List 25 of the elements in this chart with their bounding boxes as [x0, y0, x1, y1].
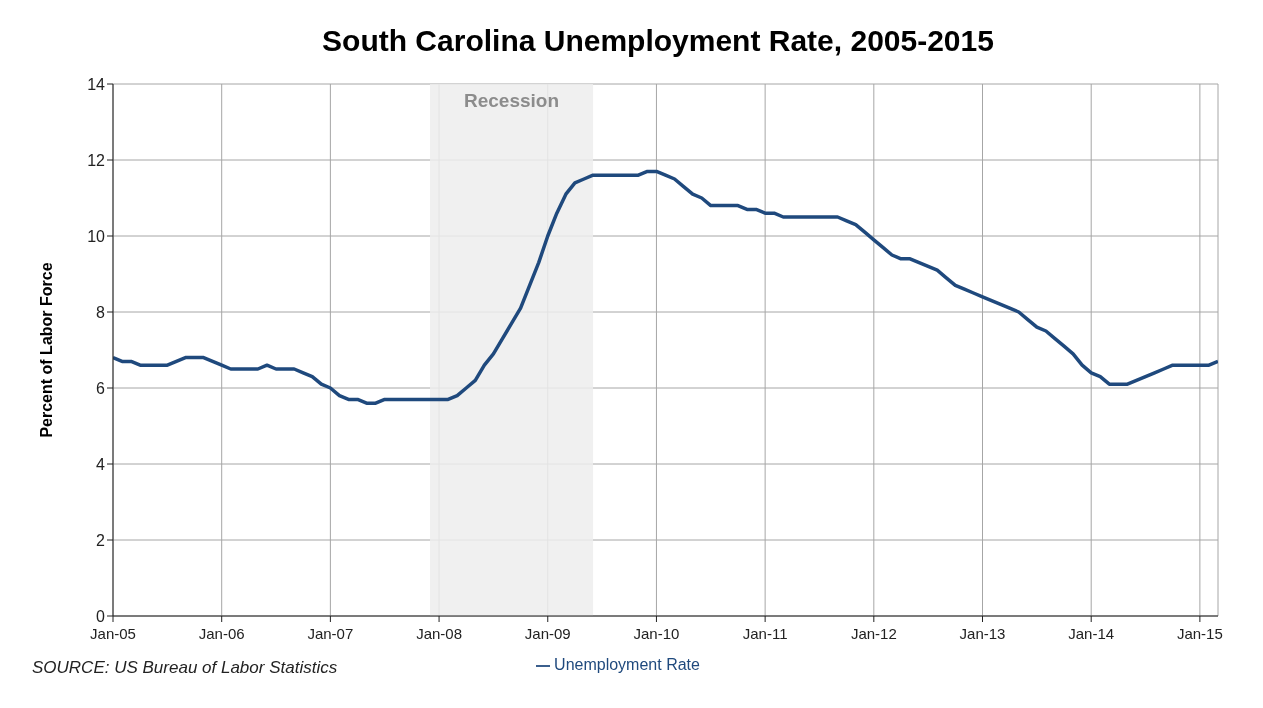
x-tick-label: Jan-12: [850, 624, 897, 642]
y-tick-label: 14: [87, 75, 106, 93]
x-tick-label: Jan-15: [1176, 624, 1223, 642]
y-tick-label: 12: [87, 151, 106, 169]
y-tick-label: 10: [87, 227, 106, 245]
y-tick-label: 0: [96, 607, 106, 625]
y-tick-label: 2: [96, 531, 106, 549]
source-note: SOURCE: US Bureau of Labor Statistics: [32, 658, 338, 678]
x-tick-label: Jan-10: [633, 624, 680, 642]
x-tick-label: Jan-09: [524, 624, 571, 642]
x-tick-label: Jan-14: [1068, 624, 1115, 642]
legend-label: Unemployment Rate: [554, 656, 700, 673]
x-tick-label: Jan-08: [416, 624, 462, 642]
x-tick-label: Jan-11: [742, 624, 788, 642]
x-tick-label: Jan-05: [90, 624, 136, 642]
line-series: [113, 169, 1218, 405]
x-tick-label: Jan-13: [959, 624, 1006, 642]
y-tick-label: 6: [96, 379, 106, 397]
y-axis-title: Percent of Labor Force: [37, 262, 55, 438]
chart-title: South Carolina Unemployment Rate, 2005-2015: [321, 24, 995, 58]
y-tick-label: 8: [96, 303, 106, 321]
x-tick-label: Jan-07: [307, 624, 354, 642]
y-tick-label: 4: [96, 455, 106, 473]
x-tick-label: Jan-06: [198, 624, 245, 642]
band-label: Recession: [464, 90, 560, 112]
